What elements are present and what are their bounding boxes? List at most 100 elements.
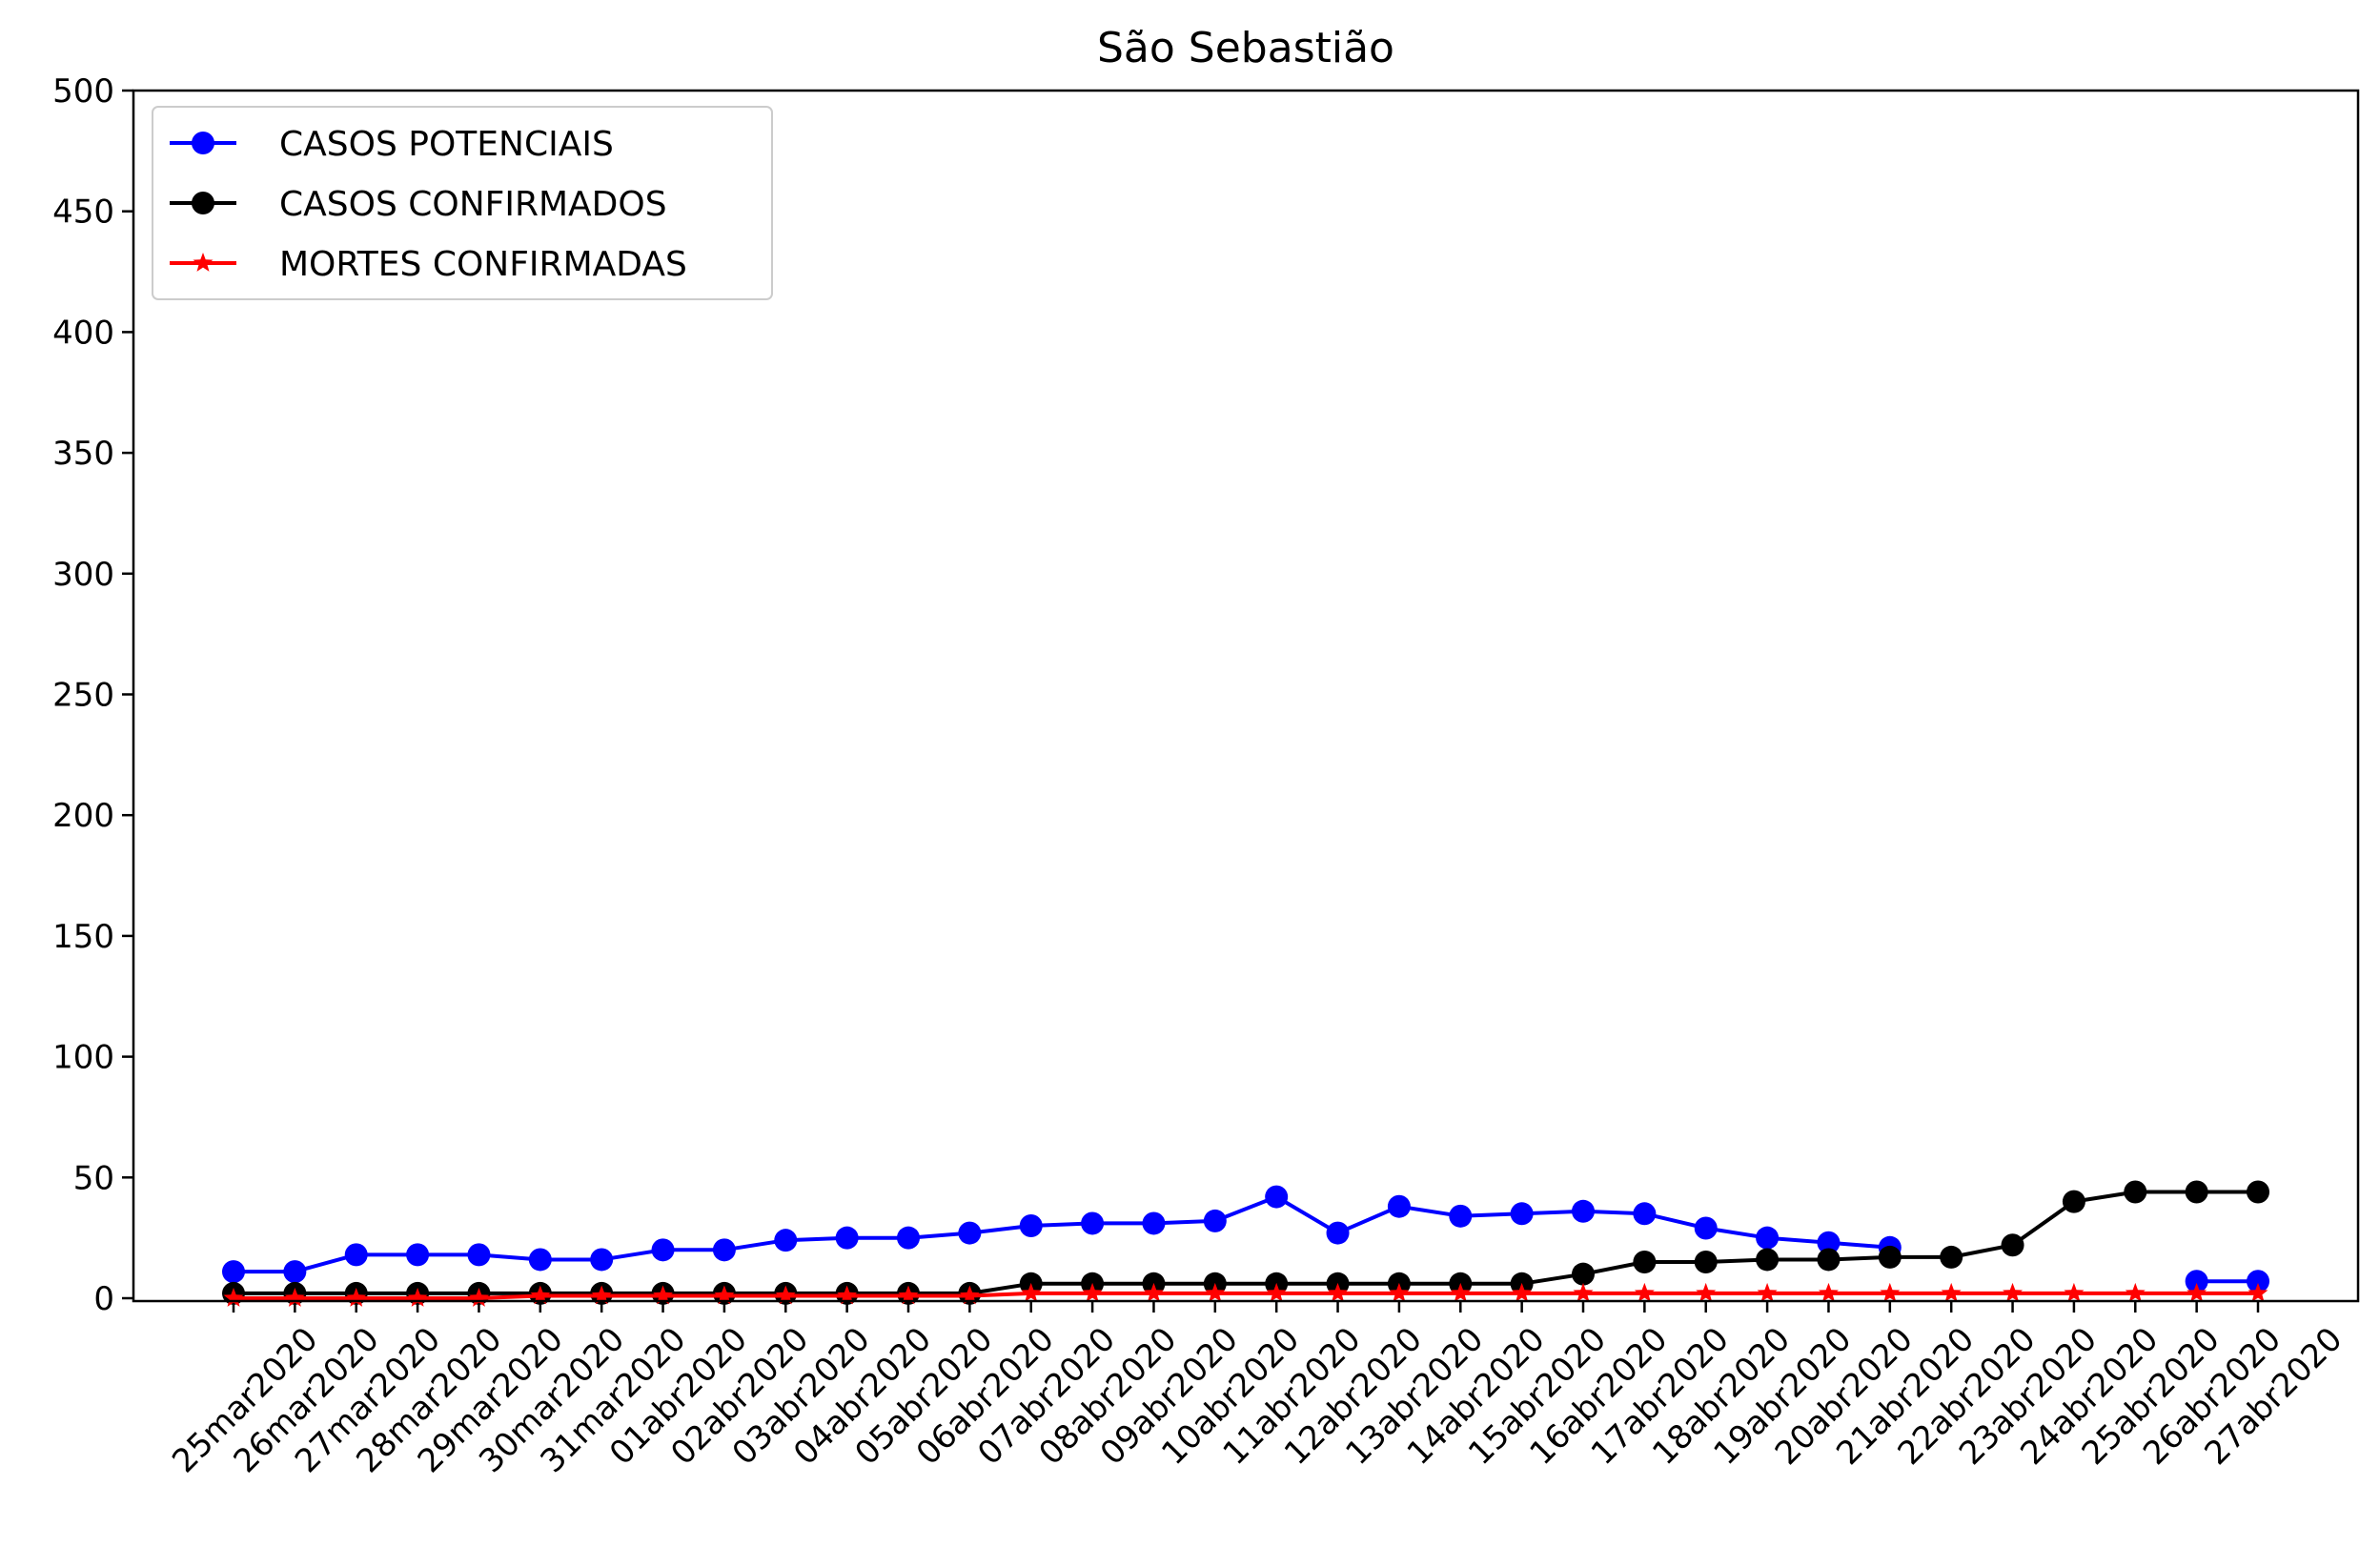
data-point — [774, 1229, 798, 1252]
data-point — [775, 1285, 796, 1305]
y-tick-label: 200 — [52, 797, 114, 835]
data-point — [1941, 1282, 1962, 1302]
data-point — [1573, 1282, 1594, 1302]
y-tick-label: 150 — [52, 918, 114, 956]
y-axis: 0 50 100 150 200 250 300 350 400 450 500 — [52, 72, 133, 1318]
data-point — [1817, 1248, 1841, 1272]
data-point — [346, 1288, 367, 1307]
x-axis: 25mar202026mar202027mar202028mar202029ma… — [165, 1301, 2349, 1480]
data-point — [406, 1243, 430, 1267]
series-casos-confirmados — [222, 1180, 2269, 1305]
data-point — [2185, 1180, 2208, 1204]
data-point — [1633, 1202, 1657, 1226]
data-point — [1694, 1216, 1718, 1240]
series-mortes-confirmadas — [223, 1282, 2268, 1307]
data-point — [2124, 1180, 2147, 1204]
data-point — [530, 1285, 551, 1305]
data-point — [835, 1226, 859, 1250]
data-point — [1205, 1282, 1226, 1302]
data-point — [1572, 1262, 1595, 1286]
data-point — [2247, 1180, 2269, 1204]
series-line — [234, 1291, 2258, 1300]
data-point — [1696, 1282, 1717, 1302]
legend-label: MORTES CONFIRMADAS — [279, 245, 687, 284]
data-point — [284, 1288, 305, 1307]
data-point — [2062, 1190, 2085, 1213]
data-point — [2064, 1282, 2085, 1302]
series-line — [234, 1190, 2258, 1295]
y-tick-label: 250 — [52, 677, 114, 715]
data-point — [1021, 1282, 1042, 1302]
data-point — [1817, 1231, 1841, 1254]
data-point — [651, 1238, 675, 1262]
data-point — [1203, 1209, 1227, 1232]
data-point — [1634, 1282, 1655, 1302]
data-point — [1757, 1282, 1778, 1302]
y-tick-label: 300 — [52, 556, 114, 594]
data-point — [344, 1243, 368, 1267]
data-point — [837, 1285, 858, 1305]
data-point — [1328, 1282, 1348, 1302]
series-line — [234, 1194, 1890, 1274]
data-point — [1081, 1211, 1105, 1235]
data-point — [2003, 1282, 2023, 1302]
data-point — [2187, 1282, 2207, 1302]
data-point — [1756, 1248, 1780, 1272]
data-point — [2248, 1282, 2268, 1302]
legend-label: CASOS CONFIRMADOS — [279, 185, 667, 224]
data-point — [1878, 1245, 1902, 1269]
y-tick-label: 0 — [93, 1280, 114, 1318]
data-point — [2185, 1270, 2208, 1293]
data-point — [1265, 1185, 1289, 1209]
data-point — [469, 1288, 489, 1307]
data-point — [2125, 1282, 2146, 1302]
data-point — [714, 1285, 735, 1305]
y-tick-label: 400 — [52, 314, 114, 352]
data-point — [1694, 1250, 1718, 1273]
data-point — [1512, 1282, 1533, 1302]
data-point — [1940, 1245, 1963, 1269]
series-layer — [222, 1180, 2269, 1307]
data-point — [1510, 1202, 1534, 1226]
data-point — [223, 1288, 244, 1307]
data-point — [1756, 1226, 1780, 1250]
data-point — [1387, 1194, 1411, 1218]
data-point — [193, 253, 214, 272]
data-point — [958, 1221, 982, 1245]
data-point — [407, 1288, 428, 1307]
data-point — [898, 1285, 919, 1305]
y-tick-label: 50 — [73, 1159, 114, 1197]
y-tick-label: 100 — [52, 1039, 114, 1077]
data-point — [2001, 1233, 2024, 1257]
data-point — [1819, 1282, 1839, 1302]
data-point — [1144, 1282, 1164, 1302]
data-point — [1572, 1199, 1595, 1223]
chart-title: São Sebastião — [1097, 24, 1394, 72]
legend: CASOS POTENCIAIS CASOS CONFIRMADOS MORTES … — [152, 106, 773, 300]
data-point — [959, 1285, 980, 1305]
data-point — [192, 192, 214, 214]
data-point — [283, 1260, 307, 1284]
data-point — [653, 1285, 673, 1305]
data-point — [590, 1248, 614, 1272]
data-point — [1450, 1282, 1471, 1302]
data-point — [1082, 1282, 1103, 1302]
data-point — [528, 1248, 552, 1272]
data-point — [192, 132, 214, 154]
legend-box — [152, 106, 773, 300]
plot-frame — [132, 89, 2360, 1303]
data-point — [1880, 1282, 1901, 1302]
data-point — [1449, 1204, 1473, 1228]
data-point — [897, 1226, 920, 1250]
data-point — [467, 1243, 491, 1267]
data-point — [1326, 1221, 1350, 1245]
data-point — [1389, 1282, 1410, 1302]
data-point — [712, 1238, 736, 1262]
data-point — [1142, 1211, 1166, 1235]
data-point — [1266, 1282, 1287, 1302]
series-casos-potenciais — [222, 1185, 2269, 1293]
y-tick-label: 350 — [52, 435, 114, 473]
data-point — [1633, 1250, 1657, 1273]
legend-label: CASOS POTENCIAIS — [279, 125, 614, 164]
y-tick-label: 450 — [52, 193, 114, 232]
